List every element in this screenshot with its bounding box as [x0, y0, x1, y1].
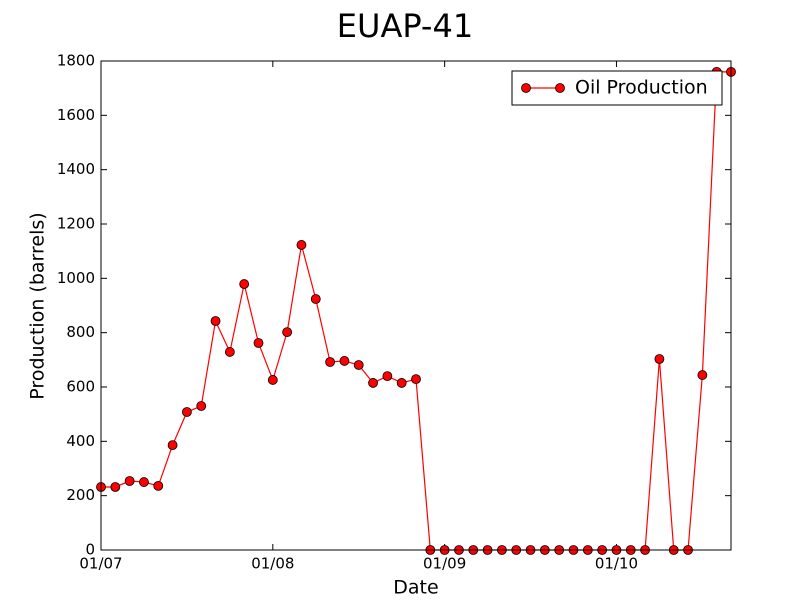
x-tick-label: 01/10: [595, 555, 638, 573]
y-tick-label: 1600: [57, 106, 95, 124]
y-tick-label: 400: [66, 432, 95, 450]
point: [325, 357, 335, 367]
point: [411, 374, 421, 385]
point: [196, 401, 207, 411]
y-tick-label: 0: [85, 541, 95, 559]
y-tick-label: 200: [66, 486, 95, 504]
y-tick-label: 1400: [57, 160, 95, 178]
point: [239, 279, 250, 289]
point: [267, 375, 278, 385]
y-tick-label: 1000: [57, 269, 95, 287]
point: [167, 440, 178, 451]
point: [296, 240, 307, 250]
point: [310, 294, 321, 304]
plot-frame: [100, 60, 732, 551]
legend-label: Oil Production: [575, 77, 708, 99]
point: [253, 338, 264, 348]
x-tick-label: 01/09: [423, 555, 466, 573]
point: [382, 371, 393, 382]
point: [124, 476, 135, 486]
point: [210, 316, 221, 326]
point: [182, 407, 192, 417]
x-axis-label: Date: [393, 577, 438, 599]
point: [654, 354, 665, 364]
chart-title: EUAP-41: [337, 7, 473, 45]
point: [339, 356, 350, 366]
point: [697, 370, 708, 380]
point: [110, 482, 121, 492]
y-axis-label: Production (barrels): [27, 212, 49, 399]
point: [396, 378, 407, 388]
x-tick-label: 01/07: [79, 555, 122, 573]
point: [353, 360, 364, 370]
point: [139, 477, 149, 487]
y-tick-label: 1200: [57, 215, 95, 233]
y-tick-label: 800: [66, 323, 95, 341]
legend-marker: [555, 83, 565, 93]
point: [153, 480, 164, 491]
point: [282, 327, 293, 338]
point: [224, 347, 235, 357]
point: [368, 378, 378, 388]
y-tick-label: 1800: [57, 52, 95, 70]
y-tick-label: 600: [66, 378, 95, 396]
legend-marker: [521, 83, 531, 93]
x-tick-label: 01/08: [251, 555, 294, 573]
